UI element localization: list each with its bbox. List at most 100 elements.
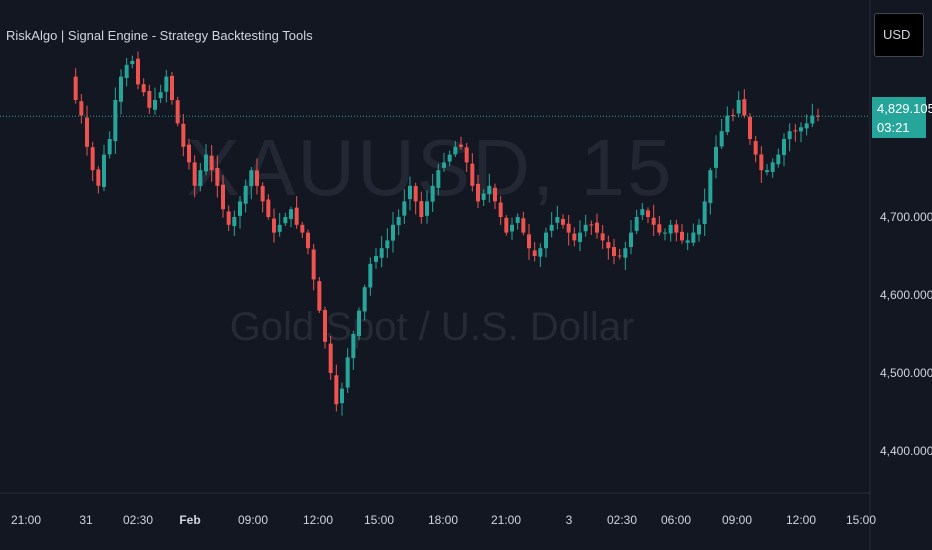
candle-body xyxy=(260,185,265,202)
candle-body xyxy=(175,100,180,124)
candle-body xyxy=(402,201,407,216)
candle-body xyxy=(532,250,537,256)
candle-body xyxy=(232,217,237,227)
candle-body xyxy=(561,218,565,225)
candle-body xyxy=(442,162,446,168)
candle-body xyxy=(385,240,390,249)
candle-body xyxy=(572,233,577,241)
candle-body xyxy=(226,211,231,225)
candle-body xyxy=(787,131,792,140)
candle-body xyxy=(345,357,350,388)
candle-body xyxy=(776,154,781,165)
candle-body xyxy=(170,75,174,100)
candle-body xyxy=(493,187,497,202)
candle-body xyxy=(419,201,424,217)
candle-body xyxy=(629,232,633,248)
candle-body xyxy=(340,388,344,404)
x-tick-label: 12:00 xyxy=(302,513,334,527)
candle-body xyxy=(651,217,656,225)
candle-body xyxy=(368,263,373,288)
candle-body xyxy=(753,141,758,155)
candle-body xyxy=(124,64,129,79)
x-tick-label: 15:00 xyxy=(363,513,395,527)
candle-body xyxy=(487,185,492,194)
x-tick-label: 06:00 xyxy=(660,513,692,527)
candle-body xyxy=(323,310,327,342)
x-tick-label: 02:30 xyxy=(122,513,154,527)
candle-body xyxy=(396,217,401,226)
candle-body xyxy=(804,123,809,129)
x-tick-label: 02:30 xyxy=(606,513,638,527)
watermark-description: Gold Spot / U.S. Dollar xyxy=(229,305,635,349)
candle-body xyxy=(527,234,531,249)
candle-body xyxy=(430,185,435,202)
candle-body xyxy=(266,199,271,217)
candle-body xyxy=(685,240,690,243)
candle-body xyxy=(215,168,220,186)
candle-body xyxy=(697,224,701,235)
candle-body xyxy=(391,224,395,241)
candle-body xyxy=(657,224,662,233)
candle-body xyxy=(306,232,310,249)
candle-body xyxy=(153,100,157,110)
candle-body xyxy=(453,146,458,155)
candle-body xyxy=(96,169,101,186)
candle-body xyxy=(243,185,248,204)
x-tick-label: 21:00 xyxy=(490,513,522,527)
candle-body xyxy=(691,232,696,243)
candle-body xyxy=(708,170,713,203)
candle-body xyxy=(578,232,582,242)
candle-body xyxy=(90,147,95,171)
candle-body xyxy=(209,155,214,171)
candle-body xyxy=(566,223,571,233)
candle-body xyxy=(113,100,118,142)
candle-body xyxy=(799,127,803,132)
candle-body xyxy=(748,116,752,139)
x-tick-label: 12:00 xyxy=(785,513,817,527)
candle-body xyxy=(464,147,469,163)
candle-body xyxy=(555,217,560,223)
candle-body xyxy=(289,209,293,219)
candle-body xyxy=(606,242,611,249)
indicator-title[interactable]: RiskAlgo | Signal Engine - Strategy Back… xyxy=(6,28,313,43)
bar-countdown: 03:21 xyxy=(877,120,910,135)
candle-body xyxy=(130,61,135,65)
candle-body xyxy=(810,115,815,124)
x-tick-label: 09:00 xyxy=(721,513,753,527)
candle-body xyxy=(714,146,718,168)
candle-body xyxy=(85,117,89,147)
x-tick-label: Feb xyxy=(179,513,201,527)
candle-body xyxy=(782,139,786,156)
candle-body xyxy=(249,170,254,187)
candle-body xyxy=(204,154,208,172)
candle-body xyxy=(702,201,707,225)
candle-body xyxy=(612,247,616,256)
candle-body xyxy=(328,343,333,373)
candle-body xyxy=(181,123,186,147)
candle-body xyxy=(725,115,730,133)
x-tick-label: 3 xyxy=(565,513,573,527)
candle-body xyxy=(674,224,679,233)
candle-body xyxy=(623,248,628,258)
candle-body xyxy=(425,201,429,216)
candle-body xyxy=(521,218,526,233)
candle-body xyxy=(283,217,288,224)
candle-body xyxy=(408,185,412,200)
candle-body xyxy=(413,186,418,202)
currency-button[interactable]: USD xyxy=(874,13,924,57)
candle-body xyxy=(731,114,735,116)
y-tick-label: 4,400.000 xyxy=(880,444,932,458)
candle-body xyxy=(646,210,650,217)
candle-body xyxy=(515,217,520,223)
candle-body xyxy=(272,218,276,233)
candle-body xyxy=(447,154,452,162)
candle-body xyxy=(510,224,514,232)
candle-body xyxy=(119,76,123,102)
candle-body xyxy=(589,224,594,226)
candle-body xyxy=(311,249,316,280)
candle-body xyxy=(277,224,282,232)
candle-body xyxy=(759,154,764,171)
candle-body xyxy=(595,222,599,233)
